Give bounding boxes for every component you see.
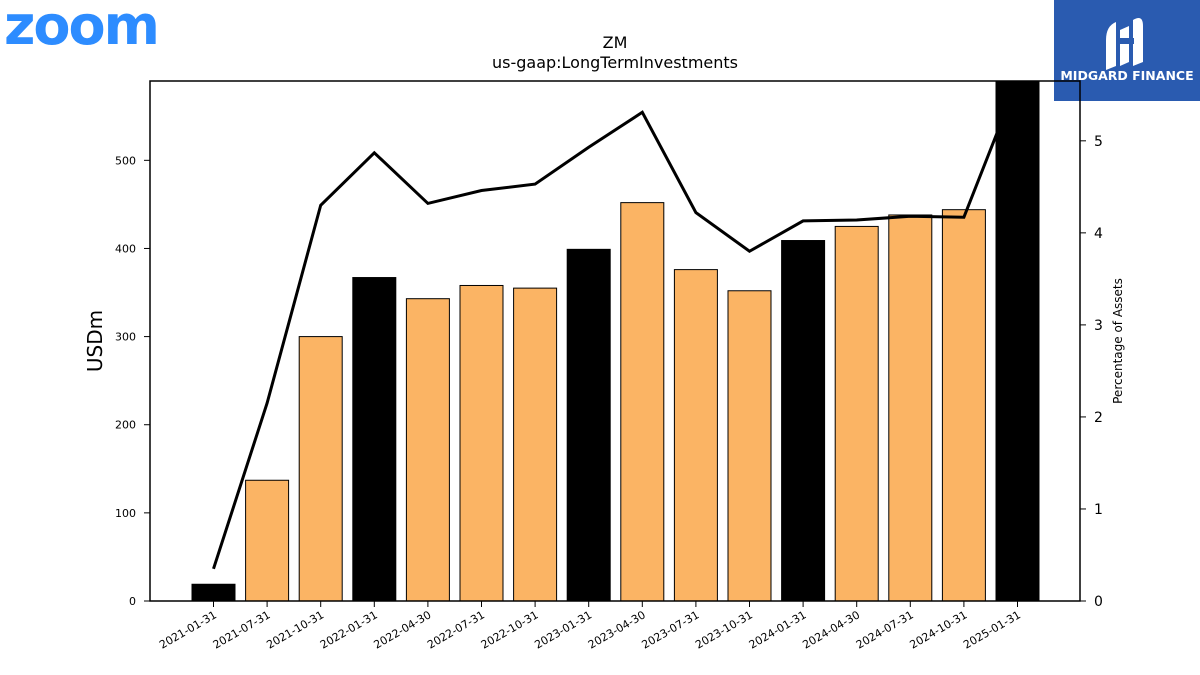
x-tick-label: 2023-01-31 <box>532 608 594 651</box>
plot-area: 0 100 200 300 400 500 0 1 2 3 4 5 2021-01-312021-07-… <box>115 80 1103 652</box>
bar <box>191 583 236 601</box>
x-tick-label: 2022-10-31 <box>479 608 541 651</box>
x-tick-label: 2025-01-31 <box>961 608 1023 651</box>
bar <box>834 225 879 601</box>
bar <box>995 81 1040 601</box>
x-tick-label: 2024-04-30 <box>800 608 862 651</box>
chart-subtitle: us-gaap:LongTermInvestments <box>492 53 738 72</box>
bar <box>566 248 611 601</box>
bar <box>888 214 933 601</box>
bar <box>245 479 290 601</box>
y2-axis-label: Percentage of Assets <box>1111 278 1125 404</box>
bar <box>513 287 558 601</box>
y2-tick-label: 2 <box>1094 410 1103 426</box>
chart-title: ZM <box>603 33 628 52</box>
y2-tick-label: 5 <box>1094 134 1103 150</box>
x-tick-label: 2023-07-31 <box>640 608 702 651</box>
x-tick-label: 2022-07-31 <box>425 608 487 651</box>
bar <box>620 202 665 601</box>
bar <box>941 209 986 601</box>
y-tick-label: 0 <box>129 595 136 608</box>
bar <box>727 290 772 601</box>
midgard-logo-icon <box>1054 0 1200 101</box>
x-tick-label: 2021-10-31 <box>264 608 326 651</box>
badge-label: MIDGARD FINANCE <box>1060 68 1194 83</box>
x-tick-label: 2022-01-31 <box>318 608 380 651</box>
y-tick-label: 300 <box>115 331 136 344</box>
x-tick-label: 2021-07-31 <box>211 608 273 651</box>
x-tick-label: 2024-07-31 <box>854 608 916 651</box>
bar <box>781 240 826 601</box>
bar <box>673 269 718 601</box>
y-axis-label: USDm <box>83 310 107 372</box>
bar-group <box>191 81 1040 601</box>
x-tick-label: 2021-01-31 <box>157 608 219 651</box>
zoom-logo: zoom <box>4 0 160 57</box>
x-tick-label: 2023-04-30 <box>586 608 648 651</box>
y-tick-label: 200 <box>115 419 136 432</box>
bar <box>298 336 343 601</box>
x-tick-label: 2023-10-31 <box>693 608 755 651</box>
y2-tick-label: 4 <box>1094 226 1103 242</box>
y2-tick-label: 0 <box>1094 594 1103 610</box>
bar <box>405 298 450 601</box>
y-tick-label: 500 <box>115 154 136 167</box>
series-line <box>212 81 1019 570</box>
midgard-finance-badge: MIDGARD FINANCE <box>1054 0 1200 101</box>
axes-frame <box>149 80 1081 602</box>
bar <box>352 277 397 601</box>
x-tick-label: 2024-10-31 <box>908 608 970 651</box>
y-tick-label: 100 <box>115 507 136 520</box>
x-tick-label: 2022-04-30 <box>372 608 434 651</box>
bar <box>459 284 504 601</box>
y2-tick-label: 1 <box>1094 502 1103 518</box>
x-tick-label: 2024-01-31 <box>747 608 809 651</box>
y-tick-label: 400 <box>115 242 136 255</box>
y2-tick-label: 3 <box>1094 318 1103 334</box>
